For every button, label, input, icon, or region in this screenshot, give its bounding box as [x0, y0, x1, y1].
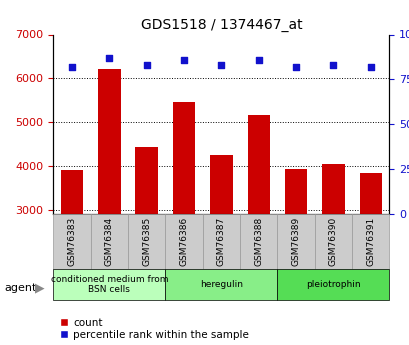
Bar	[165, 214, 202, 269]
Point	[143, 62, 150, 68]
Point	[292, 64, 299, 70]
Point	[366, 64, 373, 70]
Bar	[53, 269, 165, 300]
Bar	[135, 147, 157, 214]
Bar	[202, 214, 240, 269]
Bar	[277, 214, 314, 269]
Title: GDS1518 / 1374467_at: GDS1518 / 1374467_at	[140, 18, 301, 32]
Bar	[277, 269, 389, 300]
Text: GSM76385: GSM76385	[142, 217, 151, 266]
Text: GSM76390: GSM76390	[328, 217, 337, 266]
Bar	[284, 169, 307, 214]
Bar	[53, 214, 90, 269]
Bar	[98, 69, 120, 214]
Bar	[351, 214, 389, 269]
Legend: count, percentile rank within the sample: count, percentile rank within the sample	[58, 318, 248, 340]
Text: agent: agent	[4, 283, 36, 293]
Bar	[240, 214, 277, 269]
Bar	[210, 155, 232, 214]
Text: GSM76383: GSM76383	[67, 217, 76, 266]
Point	[218, 62, 224, 68]
Point	[180, 57, 187, 62]
Bar	[314, 214, 351, 269]
Bar	[90, 214, 128, 269]
Bar	[359, 173, 381, 214]
Text: GSM76387: GSM76387	[216, 217, 225, 266]
Text: GSM76386: GSM76386	[179, 217, 188, 266]
Text: GSM76391: GSM76391	[365, 217, 374, 266]
Point	[69, 64, 75, 70]
Bar	[128, 214, 165, 269]
Text: ▶: ▶	[35, 282, 44, 295]
Bar	[321, 165, 344, 214]
Bar	[247, 115, 269, 214]
Text: pleiotrophin: pleiotrophin	[306, 280, 360, 289]
Point	[255, 57, 261, 62]
Text: GSM76384: GSM76384	[105, 217, 114, 266]
Text: conditioned medium from
BSN cells: conditioned medium from BSN cells	[50, 275, 168, 294]
Point	[329, 62, 336, 68]
Text: heregulin: heregulin	[200, 280, 242, 289]
Bar	[165, 269, 277, 300]
Bar	[173, 102, 195, 214]
Text: GSM76388: GSM76388	[254, 217, 263, 266]
Point	[106, 55, 112, 61]
Bar	[61, 170, 83, 214]
Text: GSM76389: GSM76389	[291, 217, 300, 266]
